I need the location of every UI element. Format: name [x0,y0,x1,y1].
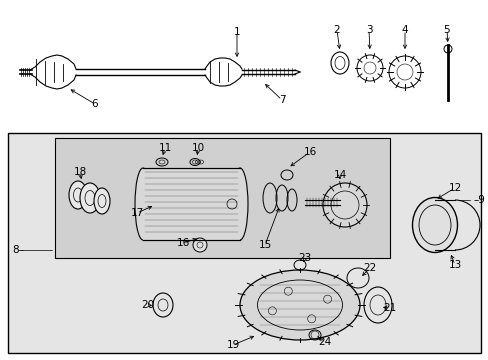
Text: 7: 7 [278,95,285,105]
Text: 15: 15 [258,240,271,250]
Ellipse shape [240,270,359,340]
Text: 23: 23 [298,253,311,263]
Text: 14: 14 [333,170,346,180]
Text: 8–: 8– [12,245,24,255]
Text: –9: –9 [472,195,484,205]
Text: 4: 4 [401,25,407,35]
Text: 2: 2 [333,25,340,35]
Text: 5: 5 [443,25,449,35]
Ellipse shape [135,168,151,240]
Text: 10: 10 [191,143,204,153]
Text: 13: 13 [447,260,461,270]
Text: 24: 24 [318,337,331,347]
Ellipse shape [80,183,100,213]
Text: 6: 6 [92,99,98,109]
Text: 20: 20 [141,300,154,310]
Circle shape [323,183,366,227]
Ellipse shape [69,181,87,209]
Text: 12: 12 [447,183,461,193]
Text: 17: 17 [130,208,143,218]
Text: 21: 21 [383,303,396,313]
Bar [8,133,480,353]
Ellipse shape [231,168,247,240]
Circle shape [193,238,206,252]
Text: 11: 11 [158,143,171,153]
Text: 3: 3 [365,25,371,35]
Text: 18: 18 [73,167,86,177]
Text: 16: 16 [303,147,316,157]
Ellipse shape [412,198,457,252]
Text: 19: 19 [226,340,239,350]
Ellipse shape [94,188,110,214]
Bar [142,168,240,240]
Text: 16: 16 [176,238,189,248]
Bar [55,138,389,258]
Text: 1: 1 [233,27,240,37]
Text: 22: 22 [363,263,376,273]
